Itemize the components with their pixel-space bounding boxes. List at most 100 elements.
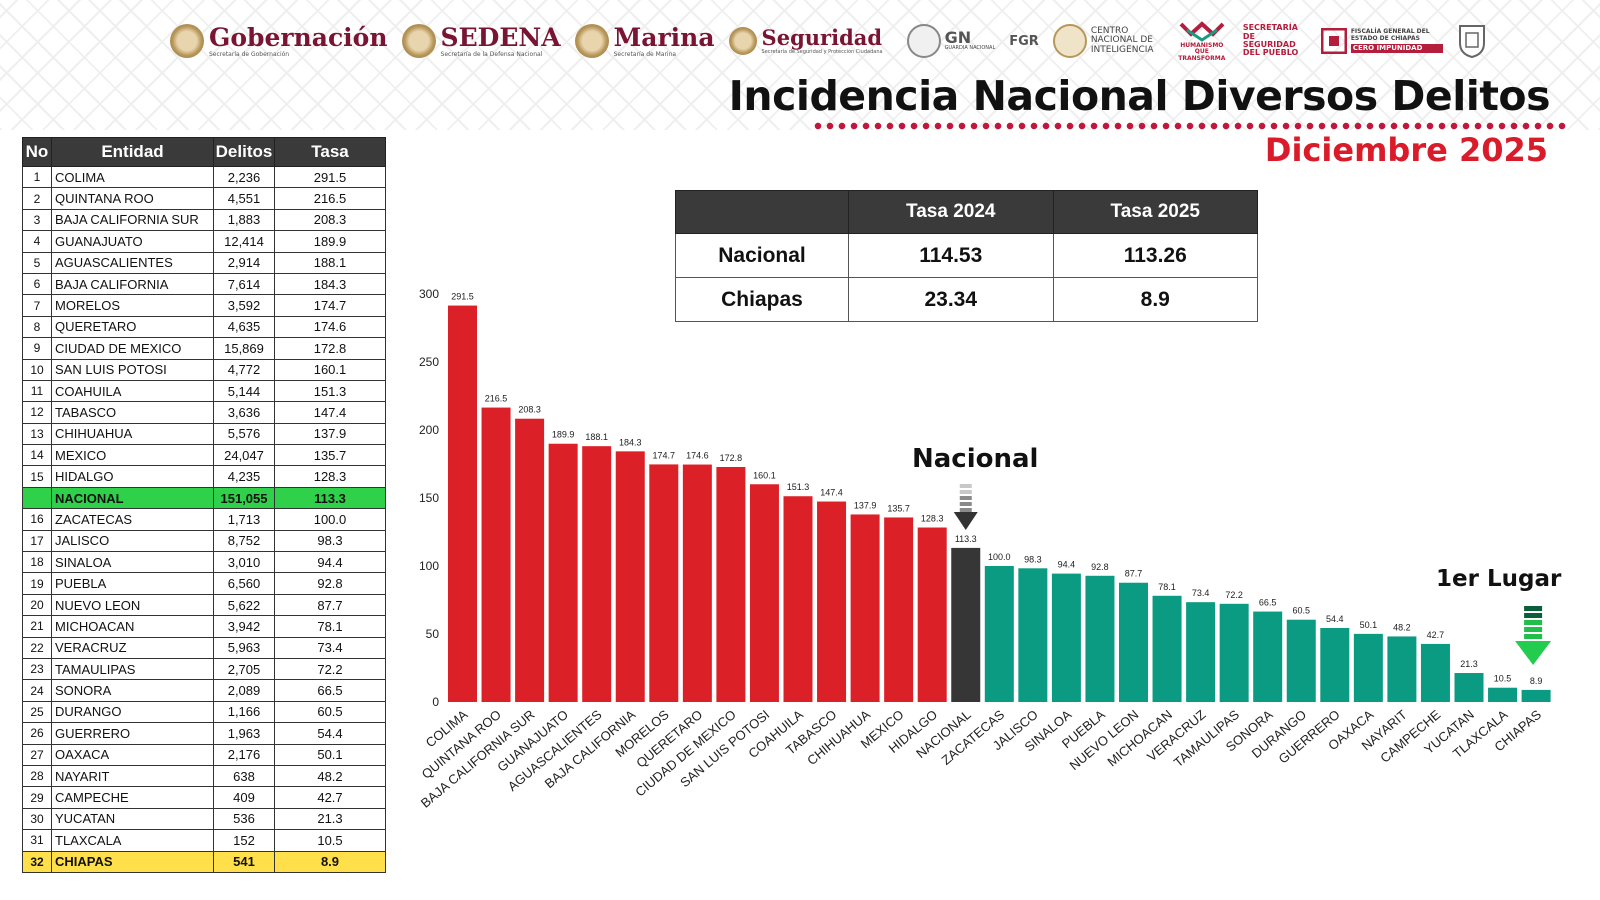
cell-entidad: ZACATECAS bbox=[51, 508, 214, 531]
table-row: 31 TLAXCALA 152 10.5 bbox=[22, 829, 386, 852]
comparison-row-nacional: Nacional 114.53 113.26 bbox=[675, 233, 1258, 278]
data-label: 98.3 bbox=[1024, 554, 1042, 564]
cell-entidad: CHIAPAS bbox=[51, 850, 214, 873]
data-label: 137.9 bbox=[854, 500, 877, 510]
column-header-tasa: Tasa bbox=[274, 137, 386, 167]
bar bbox=[1186, 602, 1216, 702]
y-tick-label: 300 bbox=[419, 287, 439, 301]
cni-logo: CENTRO NACIONAL DE INTELIGENCIA bbox=[1052, 24, 1161, 58]
data-label: 113.3 bbox=[955, 534, 977, 544]
cell-entidad: NUEVO LEON bbox=[51, 593, 214, 617]
data-label: 87.7 bbox=[1125, 569, 1143, 579]
nacional-arrow-stripe bbox=[959, 484, 972, 488]
humanismo-logo: HUMANISMO QUE TRANSFORMA bbox=[1175, 20, 1229, 62]
fiscalia-chiapas-logo: FISCALÍA GENERAL DEL ESTADO DE CHIAPAS C… bbox=[1320, 28, 1443, 54]
chiapas-shield-logo bbox=[1457, 23, 1487, 59]
ranking-row-nacional: NACIONAL 151,055 113.3 bbox=[22, 486, 386, 510]
data-label: 135.7 bbox=[887, 503, 910, 513]
ranking-row-chiapas: 32 CHIAPAS 541 8.9 bbox=[22, 850, 386, 873]
cell-tasa: 10.5 bbox=[274, 829, 386, 852]
nacional-arrow-icon bbox=[953, 512, 978, 530]
data-label: 48.2 bbox=[1393, 622, 1411, 632]
sedena-logo-name: SEDENA bbox=[440, 22, 561, 52]
comparison-value-2025: 8.9 bbox=[1052, 277, 1258, 322]
cell-tasa: 135.7 bbox=[274, 444, 386, 467]
nacional-annotation: Nacional bbox=[912, 444, 1039, 474]
cell-entidad: COLIMA bbox=[51, 165, 214, 189]
seal-icon bbox=[728, 27, 757, 55]
data-label: 291.5 bbox=[451, 292, 474, 302]
comparison-row-chiapas: Chiapas 23.34 8.9 bbox=[675, 277, 1258, 322]
nacional-arrow-stripe bbox=[959, 490, 972, 494]
cell-delitos: 151,055 bbox=[213, 486, 275, 510]
cell-tasa: 21.3 bbox=[274, 807, 386, 831]
bar bbox=[1387, 636, 1417, 702]
table-row: 20 NUEVO LEON 5,622 87.7 bbox=[22, 593, 386, 617]
cell-entidad: SINALOA bbox=[51, 551, 214, 574]
sedena-logo-sub: Secretaría de la Defensa Nacional bbox=[440, 50, 543, 58]
cell-entidad: QUINTANA ROO bbox=[51, 187, 214, 210]
primer-lugar-arrow-stripe bbox=[1524, 634, 1543, 639]
sedena-logo: SEDENA Secretaría de la Defensa Nacional bbox=[401, 22, 561, 58]
bar bbox=[1119, 582, 1148, 702]
bar bbox=[1320, 628, 1350, 702]
seguridad-logo-sub: Secretaría de Seguridad y Protección Ciu… bbox=[761, 49, 883, 55]
table-row: 14 MEXICO 24,047 135.7 bbox=[22, 444, 386, 467]
page-title: Incidencia Nacional Diversos Delitos bbox=[728, 72, 1551, 120]
comparison-header-blank bbox=[675, 190, 849, 234]
cell-tasa: 8.9 bbox=[274, 850, 386, 873]
data-label: 188.1 bbox=[585, 432, 608, 442]
cell-tasa: 98.3 bbox=[274, 529, 386, 553]
cell-entidad: MICHOACAN bbox=[51, 615, 214, 638]
primer-lugar-annotation: 1er Lugar bbox=[1436, 566, 1562, 592]
primer-lugar-arrow-icon bbox=[1515, 641, 1552, 665]
cell-delitos: 4,772 bbox=[213, 358, 275, 381]
primer-lugar-arrow-stripe bbox=[1524, 620, 1543, 625]
data-label: 189.9 bbox=[552, 430, 575, 440]
eagle-seal-icon bbox=[906, 24, 941, 58]
cell-entidad: SAN LUIS POTOSI bbox=[51, 358, 214, 381]
gobernacion-logo-name: Gobernación bbox=[209, 22, 388, 52]
cell-tasa: 216.5 bbox=[274, 187, 386, 210]
cell-no: 14 bbox=[22, 444, 52, 467]
cell-entidad: VERACRUZ bbox=[51, 636, 214, 659]
marina-logo: Marina Secretaría de Marina bbox=[574, 24, 715, 58]
primer-lugar-arrow-stripe bbox=[1524, 627, 1543, 632]
data-label: 21.3 bbox=[1460, 659, 1478, 669]
data-label: 50.1 bbox=[1360, 620, 1378, 630]
cell-entidad: CIUDAD DE MEXICO bbox=[51, 337, 214, 360]
y-tick-label: 150 bbox=[419, 491, 439, 505]
bar bbox=[951, 547, 981, 702]
bar bbox=[481, 407, 511, 702]
bar bbox=[515, 418, 545, 702]
table-row: 1 COLIMA 2,236 291.5 bbox=[22, 165, 386, 189]
bar bbox=[1085, 575, 1115, 702]
cell-delitos: 5,576 bbox=[213, 422, 275, 446]
data-label: 128.3 bbox=[921, 514, 944, 524]
cell-entidad: SONORA bbox=[51, 679, 214, 702]
y-tick-label: 200 bbox=[419, 423, 439, 437]
table-row: 22 VERACRUZ 5,963 73.4 bbox=[22, 636, 386, 659]
data-label: 174.6 bbox=[686, 451, 709, 461]
table-row: 21 MICHOACAN 3,942 78.1 bbox=[22, 615, 386, 638]
cell-entidad: NACIONAL bbox=[51, 486, 214, 510]
cell-tasa: 188.1 bbox=[274, 251, 386, 274]
bar bbox=[1488, 687, 1518, 702]
ranking-header-row: No Entidad Delitos Tasa bbox=[22, 137, 386, 167]
y-tick-label: 0 bbox=[432, 695, 439, 709]
bar bbox=[1253, 611, 1283, 702]
gobernacion-logo: Gobernación Secretaría de Gobernación bbox=[170, 24, 388, 58]
data-label: 151.3 bbox=[787, 482, 810, 492]
bar bbox=[783, 496, 813, 702]
data-label: 8.9 bbox=[1530, 676, 1543, 686]
table-row: 5 AGUASCALIENTES 2,914 188.1 bbox=[22, 251, 386, 274]
cell-delitos: 3,942 bbox=[213, 615, 275, 638]
cell-delitos: 3,636 bbox=[213, 401, 275, 424]
bar bbox=[649, 464, 679, 702]
data-label: 100.0 bbox=[988, 552, 1011, 562]
y-tick-label: 250 bbox=[419, 355, 439, 369]
fiscalia-emblem-icon bbox=[1320, 28, 1347, 54]
bar bbox=[1219, 603, 1249, 702]
comparison-header-2025: Tasa 2025 bbox=[1052, 190, 1258, 234]
